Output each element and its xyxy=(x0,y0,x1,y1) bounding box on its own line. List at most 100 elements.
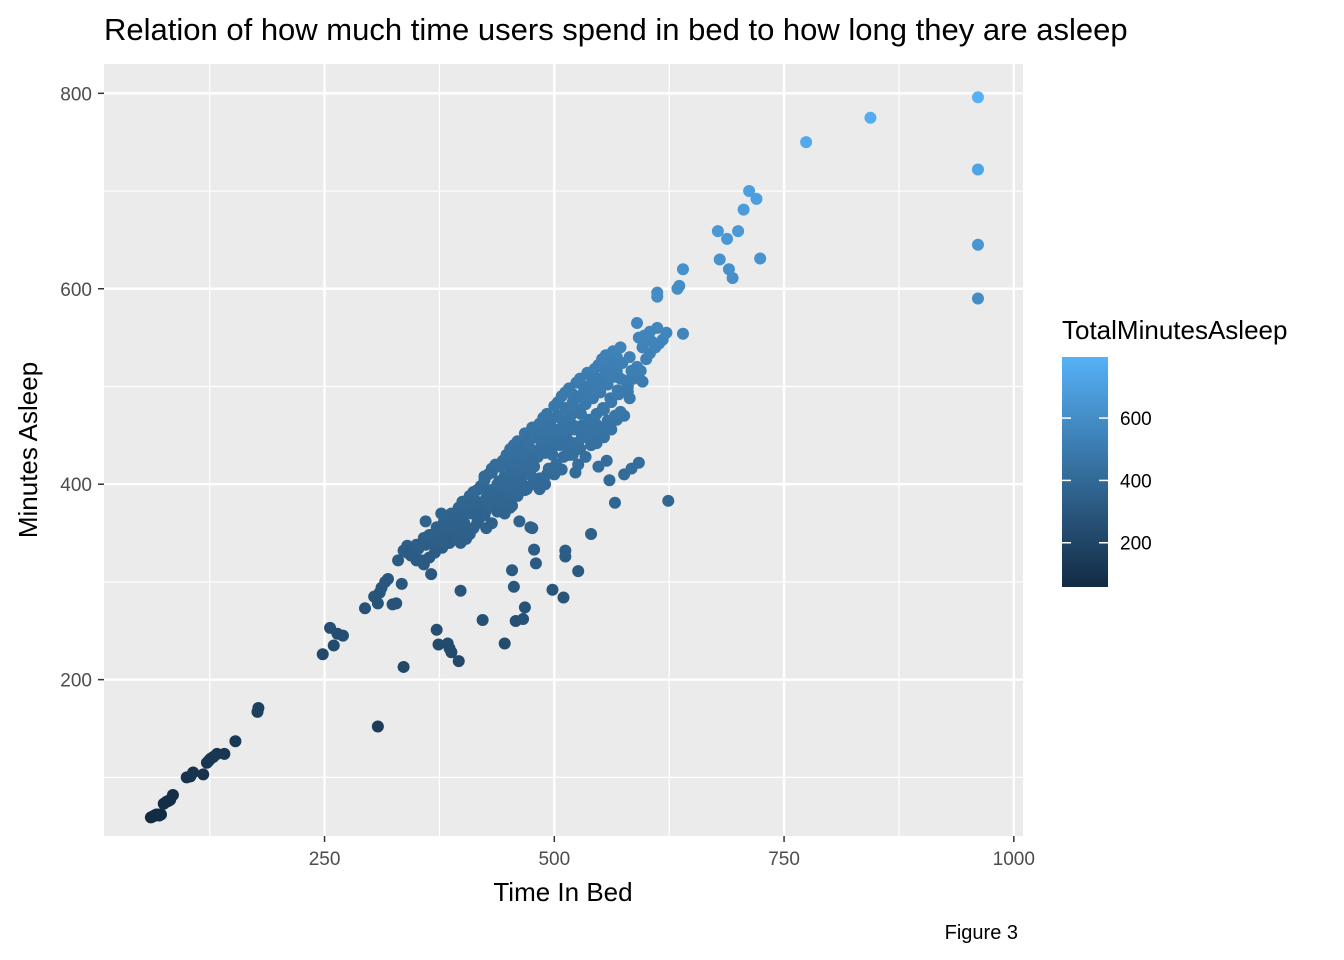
x-tick-label: 250 xyxy=(309,849,341,870)
scatter-point xyxy=(603,474,616,487)
scatter-point xyxy=(528,543,541,556)
scatter-point xyxy=(441,521,454,534)
scatter-point xyxy=(316,648,329,661)
scatter-point xyxy=(575,431,588,444)
scatter-point xyxy=(419,515,432,528)
scatter-point xyxy=(485,466,498,479)
x-tick-label: 750 xyxy=(768,849,800,870)
y-tick-label: 200 xyxy=(60,671,92,692)
scatter-point xyxy=(327,639,340,652)
scatter-point xyxy=(754,252,767,265)
scatter-point xyxy=(197,768,210,781)
scatter-point xyxy=(506,499,519,512)
figure-caption: Figure 3 xyxy=(945,922,1018,944)
scatter-point xyxy=(743,185,756,198)
scatter-point xyxy=(612,388,625,401)
scatter-point xyxy=(551,409,564,422)
legend-ticks: 200 400 600 xyxy=(1062,409,1152,555)
scatter-point xyxy=(597,431,610,444)
y-axis-title: Minutes Asleep xyxy=(13,362,43,538)
scatter-point xyxy=(585,528,598,541)
scatter-point xyxy=(515,476,528,489)
scatter-point xyxy=(572,565,585,578)
scatter-point xyxy=(498,637,511,650)
scatter-point xyxy=(732,225,745,238)
scatter-point xyxy=(605,396,618,409)
scatter-point xyxy=(662,494,675,507)
scatter-point xyxy=(463,528,476,541)
scatter-point xyxy=(585,427,598,440)
scatter-point xyxy=(721,232,734,245)
legend-tick-label: 600 xyxy=(1120,409,1152,430)
scatter-point xyxy=(445,646,458,659)
scatter-point xyxy=(623,392,636,405)
scatter-point xyxy=(605,423,618,436)
data-points xyxy=(144,91,984,824)
scatter-point xyxy=(631,316,644,329)
x-tick-label: 500 xyxy=(538,849,570,870)
scatter-point xyxy=(660,326,673,339)
scatter-point xyxy=(971,292,984,305)
y-tick-label: 600 xyxy=(60,280,92,301)
scatter-point xyxy=(498,507,511,520)
scatter-point xyxy=(392,554,405,567)
scatter-point xyxy=(557,591,570,604)
scatter-point xyxy=(513,515,526,528)
legend-title: TotalMinutesAsleep xyxy=(1062,315,1287,345)
scatter-point xyxy=(506,564,519,577)
scatter-point xyxy=(614,405,627,418)
scatter-point xyxy=(528,460,541,473)
scatter-point xyxy=(517,613,530,626)
scatter-point xyxy=(371,720,384,733)
scatter-point xyxy=(548,462,561,475)
scatter-point xyxy=(634,364,647,377)
scatter-point xyxy=(507,456,520,469)
scatter-point xyxy=(546,448,559,461)
scatter-point xyxy=(651,286,664,299)
color-legend: TotalMinutesAsleep 200 400 600 xyxy=(1062,315,1287,587)
scatter-point xyxy=(454,584,467,597)
x-axis-title: Time In Bed xyxy=(493,877,632,907)
scatter-point xyxy=(187,766,200,779)
scatter-point xyxy=(600,454,613,467)
scatter-point xyxy=(425,568,438,581)
scatter-point xyxy=(544,419,557,432)
scatter-point xyxy=(750,192,763,205)
scatter-point xyxy=(507,580,520,593)
scatter-point xyxy=(443,536,456,549)
scatter-point xyxy=(397,660,410,673)
scatter-point xyxy=(864,111,877,124)
scatter-point xyxy=(569,466,582,479)
scatter-point xyxy=(623,351,636,364)
scatter-point xyxy=(463,497,476,510)
scatter-point xyxy=(434,534,447,547)
scatter-point xyxy=(676,263,689,276)
scatter-point xyxy=(673,279,686,292)
scatter-point xyxy=(625,364,638,377)
scatter-point xyxy=(371,597,384,610)
scatter-point xyxy=(713,253,726,266)
scatter-point xyxy=(971,91,984,104)
minor-gridlines xyxy=(104,64,1023,836)
scatter-point xyxy=(971,163,984,176)
scatter-point xyxy=(632,456,645,469)
x-axis-ticks: 250 500 750 1000 xyxy=(309,836,1035,870)
chart-title: Relation of how much time users spend in… xyxy=(104,12,1128,47)
scatter-point xyxy=(252,701,265,714)
scatter-point xyxy=(493,475,506,488)
scatter-point xyxy=(458,517,471,530)
scatter-point xyxy=(636,375,649,388)
scatter-point xyxy=(614,372,627,385)
scatter-point xyxy=(358,602,371,615)
scatter-point xyxy=(636,341,649,354)
scatter-point xyxy=(154,808,167,821)
scatter-point xyxy=(563,448,576,461)
scatter-point xyxy=(651,321,664,334)
scatter-point xyxy=(640,331,653,344)
scatter-point xyxy=(218,747,231,760)
scatter-point xyxy=(381,572,394,585)
scatter-point xyxy=(417,556,430,569)
y-tick-label: 800 xyxy=(60,84,92,105)
scatter-point xyxy=(518,601,531,614)
scatter-point xyxy=(559,544,572,557)
